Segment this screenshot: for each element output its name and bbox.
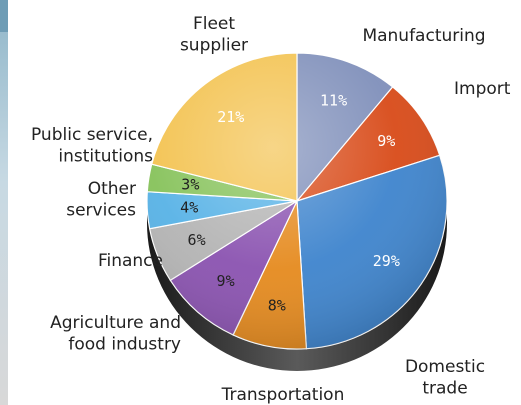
- category-label-line: Agriculture and: [50, 313, 181, 333]
- pie-percent-labels: 11% 9% 29% 8% 9% 6% 4% 3% 21%: [180, 92, 400, 315]
- category-label-agriculture: Agriculture and food industry: [50, 313, 181, 354]
- category-label-domestic-trade: Domestic trade: [405, 357, 485, 398]
- pie-category-labels: Manufacturing Import Domestic trade Transpor…: [31, 14, 511, 405]
- category-label-line: Manufacturing: [362, 26, 485, 46]
- category-label-line: Public service,: [31, 125, 153, 145]
- category-label-manufacturing: Manufacturing: [362, 26, 485, 46]
- pct-label-other-services: 4%: [180, 199, 198, 217]
- pct-label-manufacturing: 11%: [320, 92, 347, 110]
- category-label-line: Transportation: [221, 385, 345, 405]
- category-label-finance: Finance: [98, 251, 163, 271]
- category-label-line: Import: [454, 79, 511, 99]
- category-label-other-services: Other services: [66, 179, 136, 220]
- pct-label-public-service-institutions: 3%: [181, 175, 199, 193]
- pct-label-agriculture-and-food-industry: 9%: [217, 272, 235, 290]
- pct-label-transportation: 8%: [268, 297, 286, 315]
- pct-label-domestic-trade: 29%: [373, 252, 400, 270]
- category-label-line: Fleet: [193, 14, 235, 34]
- pct-label-fleet-supplier: 21%: [217, 108, 244, 126]
- category-label-line: Other: [88, 179, 136, 199]
- left-edge-strip: [0, 0, 8, 405]
- category-label-line: services: [66, 200, 136, 220]
- category-label-line: institutions: [58, 146, 153, 166]
- category-label-fleet-supplier: Fleet supplier: [180, 14, 248, 55]
- category-label-import: Import: [454, 79, 511, 99]
- category-label-line: trade: [422, 378, 467, 398]
- pct-label-finance: 6%: [188, 231, 206, 249]
- category-label-line: Finance: [98, 251, 163, 271]
- category-label-transportation: Transportation: [221, 385, 345, 405]
- pct-label-import: 9%: [377, 132, 395, 150]
- category-label-line: supplier: [180, 35, 248, 55]
- category-label-public-service: Public service, institutions: [31, 125, 153, 166]
- left-edge-strip-top: [0, 0, 8, 32]
- category-label-line: food industry: [68, 334, 181, 354]
- category-label-line: Domestic: [405, 357, 485, 377]
